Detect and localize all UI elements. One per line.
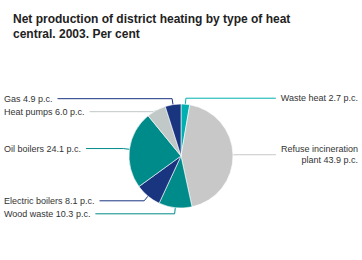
svg-text:plant 43.9 p.c.: plant 43.9 p.c. <box>301 155 358 165</box>
svg-text:Gas 4.9 p.c.: Gas 4.9 p.c. <box>4 94 53 104</box>
svg-text:Oil boilers 24.1 p.c.: Oil boilers 24.1 p.c. <box>4 144 81 154</box>
svg-text:Net production of district hea: Net production of district heating by ty… <box>13 12 290 26</box>
svg-text:Wood waste 10.3 p.c.: Wood waste 10.3 p.c. <box>4 209 90 219</box>
svg-text:Refuse incineration: Refuse incineration <box>281 144 358 154</box>
svg-text:Waste heat 2.7 p.c.: Waste heat 2.7 p.c. <box>281 93 358 103</box>
svg-text:Heat pumps 6.0 p.c.: Heat pumps 6.0 p.c. <box>4 107 85 117</box>
svg-text:central. 2003. Per cent: central. 2003. Per cent <box>13 27 140 41</box>
svg-text:Electric boilers 8.1 p.c.: Electric boilers 8.1 p.c. <box>4 196 95 206</box>
